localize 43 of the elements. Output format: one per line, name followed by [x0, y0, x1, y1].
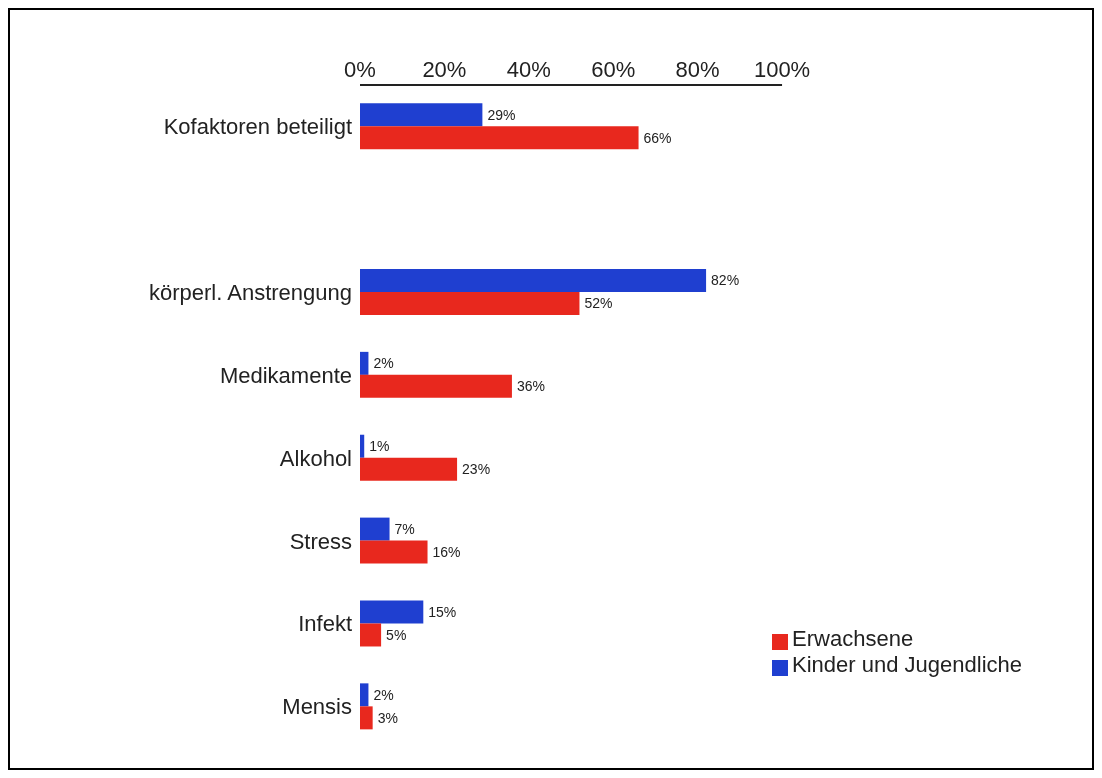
- bar: [360, 103, 483, 127]
- bar: [360, 351, 369, 375]
- data-label: 2%: [373, 355, 394, 372]
- data-label: 15%: [428, 603, 457, 620]
- bar: [360, 291, 580, 315]
- data-label: 7%: [394, 521, 415, 538]
- data-label: 2%: [373, 686, 394, 703]
- bar: [360, 706, 373, 730]
- data-label: 3%: [377, 709, 398, 726]
- bar: [360, 434, 365, 458]
- x-tick-label: 80%: [675, 57, 720, 82]
- data-label: 52%: [584, 295, 613, 312]
- y-tick-label: Medikamente: [219, 362, 352, 388]
- y-tick-label: Mensis: [282, 694, 352, 720]
- bar: [360, 683, 369, 707]
- bar: [360, 517, 390, 541]
- x-tick-label: 60%: [591, 57, 636, 82]
- data-label: 29%: [487, 106, 516, 123]
- legend-label: Kinder und Jugendliche: [792, 652, 1022, 677]
- y-tick-label: Stress: [289, 528, 352, 554]
- bar: [360, 540, 428, 564]
- data-label: 23%: [462, 461, 491, 478]
- data-label: 5%: [386, 626, 407, 643]
- bar: [360, 268, 707, 292]
- x-tick-label: 40%: [506, 57, 551, 82]
- bar: [360, 623, 382, 647]
- x-tick-label: 100%: [753, 57, 811, 82]
- data-label: 16%: [432, 544, 461, 561]
- y-tick-label: Infekt: [298, 611, 352, 637]
- x-tick-label: 20%: [422, 57, 467, 82]
- y-tick-label: körperl. Anstrengung: [148, 280, 352, 305]
- x-tick-label: 0%: [344, 57, 376, 82]
- data-label: 82%: [711, 272, 740, 289]
- data-label: 36%: [516, 378, 545, 395]
- bar: [360, 457, 458, 481]
- bar: [360, 126, 639, 150]
- data-label: 66%: [643, 129, 672, 146]
- bar: [360, 600, 424, 624]
- y-tick-label: Kofaktoren beteiligt: [163, 114, 352, 140]
- bar: [360, 374, 512, 398]
- legend-label: Erwachsene: [792, 626, 914, 651]
- data-label: 1%: [369, 438, 390, 455]
- y-tick-label: Alkohol: [279, 445, 352, 471]
